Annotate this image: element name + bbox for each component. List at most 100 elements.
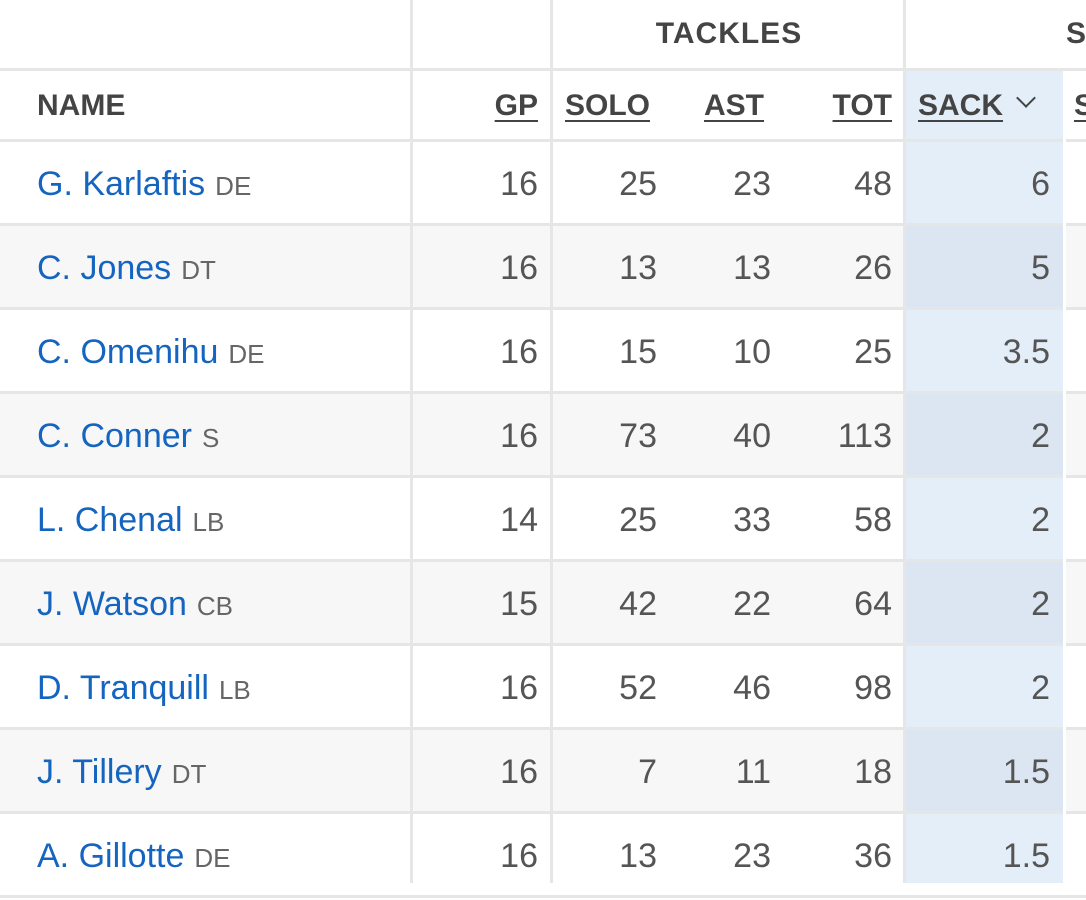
table-row: J. Tillery DT 16 7 11 18 1.5 (0, 730, 1086, 814)
cell-name: C. Conner S (0, 394, 410, 478)
player-position: S (201, 423, 220, 453)
cell-ast: 10 (733, 333, 771, 371)
player-position: DE (194, 843, 231, 873)
column-header-ast[interactable]: AST (704, 89, 764, 122)
cell-sack: 2 (1031, 501, 1050, 539)
row-divider (0, 811, 1086, 814)
row-divider (0, 727, 1086, 730)
cell-solo: 42 (619, 585, 657, 623)
player-link[interactable]: G. Karlaftis DE (37, 142, 251, 228)
cell-gp: 16 (500, 669, 538, 707)
group-header-next-partial: S (1066, 17, 1086, 50)
cell-solo: 13 (619, 837, 657, 875)
cell-ast: 40 (733, 417, 771, 455)
cell-ast: 11 (735, 753, 771, 791)
cell-name: J. Tillery DT (0, 730, 410, 814)
cell-gp: 15 (500, 585, 538, 623)
player-name: L. Chenal (37, 501, 183, 539)
cell-gp: 16 (500, 837, 538, 875)
player-name: C. Jones (37, 249, 172, 287)
player-link[interactable]: D. Tranquill LB (37, 646, 251, 732)
player-link[interactable]: C. Omenihu DE (37, 310, 265, 396)
group-header-tackles: TACKLES (655, 17, 803, 50)
grid-line (0, 68, 1086, 71)
cell-solo: 25 (619, 501, 657, 539)
row-divider (0, 475, 1086, 478)
cell-tot: 18 (854, 753, 892, 791)
player-position: LB (218, 675, 251, 705)
column-header-tot[interactable]: TOT (832, 89, 892, 122)
cell-solo: 13 (619, 249, 657, 287)
cell-solo: 52 (619, 669, 657, 707)
table-row: C. Omenihu DE 16 15 10 25 3.5 (0, 310, 1086, 394)
cell-ast: 13 (733, 249, 771, 287)
cell-sack: 5 (905, 226, 1063, 310)
cell-name: J. Watson CB (0, 562, 410, 646)
cell-tot: 26 (854, 249, 892, 287)
cell-gp: 16 (500, 249, 538, 287)
cell-name: A. Gillotte DE (0, 814, 410, 898)
cell-solo: 25 (619, 165, 657, 203)
column-header-next-partial[interactable]: S (1074, 89, 1086, 122)
cell-sack: 1.5 (905, 730, 1063, 814)
cell-ast: 23 (733, 837, 771, 875)
cell-sack: 1.5 (1002, 837, 1050, 875)
cell-sack: 2 (905, 394, 1063, 478)
player-name: J. Watson (37, 585, 187, 623)
player-link[interactable]: A. Gillotte DE (37, 814, 231, 900)
player-link[interactable]: J. Watson CB (37, 562, 233, 648)
cell-solo: 15 (619, 333, 657, 371)
column-header-sack[interactable]: SACK (918, 71, 1036, 139)
cell-ast: 33 (733, 501, 771, 539)
row-divider (0, 643, 1086, 646)
cell-gp: 16 (500, 333, 538, 371)
player-position: CB (196, 591, 234, 621)
cell-sack: 3.5 (1002, 333, 1050, 371)
row-divider (0, 559, 1086, 562)
table-row: L. Chenal LB 14 25 33 58 2 (0, 478, 1086, 562)
row-divider (0, 391, 1086, 394)
table-row: G. Karlaftis DE 16 25 23 48 6 (0, 142, 1086, 226)
table-row: A. Gillotte DE 16 13 23 36 1.5 (0, 814, 1086, 898)
cell-tot: 64 (854, 585, 892, 623)
player-position: DE (228, 339, 265, 369)
column-header-solo[interactable]: SOLO (565, 89, 651, 122)
cell-solo: 73 (619, 417, 657, 455)
cell-tot: 36 (854, 837, 892, 875)
table-row: C. Conner S 16 73 40 113 2 (0, 394, 1086, 478)
player-name: C. Conner (37, 417, 192, 455)
column-header-name: NAME (37, 89, 126, 122)
cell-ast: 46 (733, 669, 771, 707)
cell-name: L. Chenal LB (0, 478, 410, 562)
cell-name: C. Jones DT (0, 226, 410, 310)
player-name: J. Tillery (37, 753, 162, 791)
player-link[interactable]: J. Tillery DT (37, 730, 206, 816)
row-divider (0, 223, 1086, 226)
cell-tot: 25 (854, 333, 892, 371)
grid-line (0, 139, 1086, 142)
player-name: A. Gillotte (37, 837, 185, 875)
cell-gp: 16 (500, 165, 538, 203)
grid-line (903, 0, 906, 883)
cell-tot: 48 (854, 165, 892, 203)
player-position: DT (181, 255, 216, 285)
player-link[interactable]: C. Jones DT (37, 226, 216, 312)
grid-line (410, 0, 413, 883)
cell-tot: 98 (854, 669, 892, 707)
cell-tot: 58 (854, 501, 892, 539)
cell-name: C. Omenihu DE (0, 310, 410, 394)
player-name: C. Omenihu (37, 333, 219, 371)
player-link[interactable]: L. Chenal LB (37, 478, 224, 564)
player-name: D. Tranquill (37, 669, 209, 707)
table-row: D. Tranquill LB 16 52 46 98 2 (0, 646, 1086, 730)
column-header-sack-label: SACK (918, 89, 1004, 122)
player-name: G. Karlaftis (37, 165, 206, 203)
player-link[interactable]: C. Conner S (37, 394, 219, 480)
cell-tot: 113 (837, 417, 892, 455)
player-position: LB (192, 507, 225, 537)
player-position: DT (171, 759, 207, 789)
cell-gp: 16 (500, 417, 538, 455)
column-header-gp[interactable]: GP (494, 89, 538, 122)
row-divider (0, 307, 1086, 310)
